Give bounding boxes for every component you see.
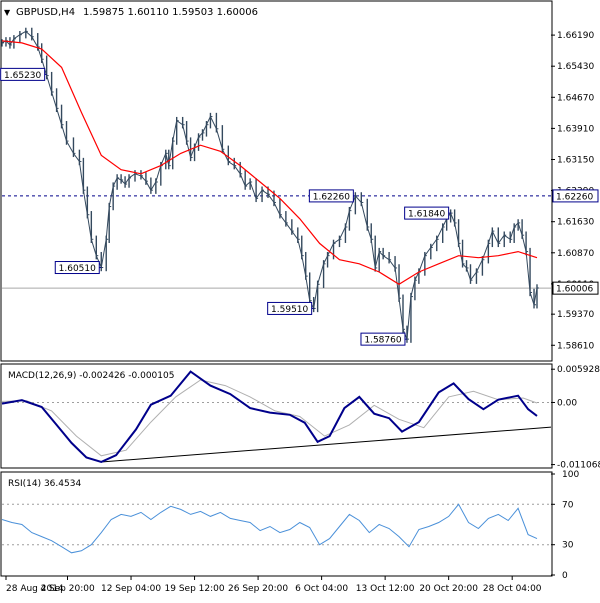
level-label-text: 1.62260 [556,192,593,202]
macd-title: MACD(12,26,9) -0.002426 -0.000105 [8,371,174,381]
rsi-title: RSI(14) 36.4534 [8,479,81,489]
price-annotation-text: 1.61840 [408,210,445,220]
macd-trendline [101,426,552,463]
rsi-ytick-label: 70 [562,500,574,510]
x-tick-label: 28 Aug 2014 [6,584,64,594]
price-annotation-text: 1.65230 [4,71,41,81]
price-annotation: 1.65230 [0,67,47,81]
macd-layer: MACD(12,26,9) -0.002426 -0.000105 [1,370,552,463]
header-ohlc: 1.59875 1.60110 1.59503 1.60006 [83,7,258,18]
price-ytick-label: 1.63150 [557,155,594,165]
macd-main-line [1,370,538,463]
level-label-box [552,189,599,203]
price-ytick-label: 1.63910 [557,124,594,134]
price-annotation-text: 1.59510 [271,305,308,315]
moving-average-line [1,40,538,286]
macd-ytick-label: 0.00 [557,398,577,408]
macd-ytick-label: 0.005928 [557,365,600,375]
macd-ytick-label: -0.011068 [557,461,600,471]
current-price-label-box [552,281,599,295]
x-tick-label: 26 Sep 20:00 [228,584,288,594]
rsi-layer: RSI(14) 36.4534 [1,479,551,554]
price-close-line [1,30,538,340]
price-annotation-text: 1.60510 [59,264,96,274]
rsi-panel-frame [0,471,553,577]
axis-layer: 1.661901.654301.646701.639101.631501.623… [5,31,600,594]
price-annotation: 1.59510 [267,301,314,315]
macd-signal-line [1,379,538,457]
price-annotation-text: 1.62260 [313,192,350,202]
price-annotation: 1.60510 [54,261,102,275]
rsi-line [1,503,538,554]
rsi-ytick-label: 30 [562,541,574,551]
current-price-label-text: 1.60006 [556,285,593,295]
rsi-ytick-label: 0 [562,571,568,581]
header-arrow-icon[interactable]: ▼ [4,8,11,17]
price-ytick-label: 1.64670 [557,93,594,103]
x-tick-label: 12 Sep 04:00 [101,584,161,594]
x-tick-label: 20 Oct 20:00 [419,584,478,594]
price-layer: 1.65230 1.62260 1.61840 1.60510 1.59510 1.587… [0,27,551,346]
price-ytick-label: 1.65430 [557,62,594,72]
price-annotation: 1.62260 [308,189,356,203]
price-ytick-label: 1.58610 [557,341,594,351]
price-ytick-label: 1.59370 [557,310,594,320]
x-tick-label: 28 Oct 04:00 [483,584,542,594]
x-tick-label: 13 Oct 12:00 [356,584,415,594]
price-ytick-label: 1.66190 [557,31,594,41]
x-tick-label: 19 Sep 12:00 [165,584,225,594]
price-annotation: 1.61840 [404,206,451,220]
price-annotation-text: 1.58760 [364,336,401,346]
price-ytick-label: 1.61630 [557,218,594,228]
macd-panel-frame [0,363,553,469]
x-tick-label: 4 Sep 20:00 [40,584,95,594]
rsi-ytick-label: 100 [562,470,579,480]
price-annotation: 1.58760 [360,332,407,346]
price-panel-frame [0,0,553,362]
price-ytick-label: 1.60870 [557,249,594,259]
x-tick-label: 6 Oct 04:00 [295,584,348,594]
header-title: GBPUSD,H4 [16,7,75,18]
